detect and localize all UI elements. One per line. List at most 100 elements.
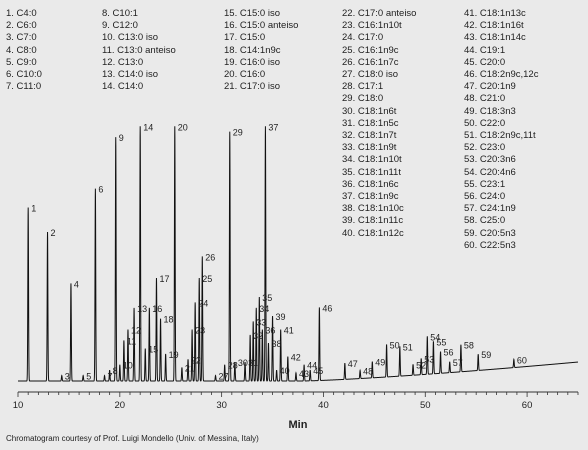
legend-item: 9. C12:0	[102, 20, 138, 32]
legend-item: 1. C4:0	[6, 8, 37, 19]
legend-item: 24. C17:0	[342, 32, 384, 44]
peak-label: 22	[191, 355, 201, 365]
peak-label: 44	[307, 361, 317, 371]
legend-item: 27. C18:0 iso	[342, 69, 398, 80]
x-tick-label: 50	[420, 400, 431, 411]
peak-legend: 1. C4:0 2. C6:0 3. C7:0 4. C8:0 5. C9:0 6. C1…	[6, 8, 539, 251]
legend-item: 59. C20:5n3	[464, 227, 516, 239]
peak-label: 57	[453, 358, 463, 368]
peak-label: 56	[444, 348, 454, 358]
legend-item: 56. C24:0	[464, 191, 506, 202]
legend-item: 15. C15:0 iso	[224, 8, 280, 19]
peak-label: 7	[108, 372, 113, 382]
x-tick-label: 40	[318, 400, 329, 411]
peak-label: 40	[280, 366, 290, 376]
legend-item: 6. C10:0	[6, 69, 42, 80]
peak-label: 41	[284, 326, 294, 336]
peak-label-layer: 1234567891011121314151617181920212223242…	[31, 122, 527, 381]
legend-item: 47. C20:1n9	[464, 81, 516, 93]
peak-label: 35	[262, 293, 272, 303]
peak-label: 51	[403, 342, 413, 352]
legend-item: 30. C18:1n6t	[342, 105, 397, 117]
legend-item: 3. C7:0	[6, 32, 37, 44]
legend-item: 50. C22:0	[464, 117, 506, 129]
peak-label: 1	[31, 204, 36, 214]
peak-label: 32	[253, 331, 263, 341]
peak-label: 18	[164, 315, 174, 325]
legend-item: 19. C16:0 iso	[224, 56, 280, 68]
legend-item: 29. C18:0	[342, 93, 384, 105]
peak-label: 17	[160, 274, 170, 284]
peak-label: 11	[127, 336, 136, 346]
legend-item: 33. C18:1n9t	[342, 142, 397, 154]
peak-label: 36	[265, 326, 275, 336]
legend-item: 49. C18:3n3	[464, 105, 516, 117]
legend-item: 46. C18:2n9c,12c	[464, 69, 539, 80]
legend-item: 18. C14:1n9c	[224, 44, 281, 56]
legend-item: 14. C14:0	[102, 81, 144, 93]
peak-label: 54	[430, 332, 440, 342]
legend-item: 54. C20:4n6	[464, 166, 516, 178]
peak-label: 50	[390, 341, 400, 351]
legend-item: 12. C13:0	[102, 56, 144, 68]
peak-label: 15	[148, 345, 158, 355]
peak-label: 9	[119, 133, 124, 143]
peak-label: 55	[436, 337, 446, 347]
peak-label: 31	[248, 358, 258, 368]
legend-item: 32. C18:1n7t	[342, 130, 397, 141]
legend-item: 42. C18:1n16t	[464, 20, 524, 32]
peak-label: 53	[424, 354, 434, 364]
peak-label: 8	[113, 366, 118, 376]
legend-item: 7. C11:0	[6, 81, 42, 93]
legend-item: 57. C24:1n9	[464, 203, 516, 215]
peak-label: 27	[219, 372, 229, 382]
legend-item: 25. C16:1n9c	[342, 44, 399, 56]
legend-item: 44. C19:1	[464, 44, 506, 56]
legend-item: 22. C17:0 anteiso	[342, 8, 417, 19]
peak-label: 14	[143, 122, 153, 132]
legend-item: 11. C13:0 anteiso	[102, 44, 176, 56]
legend-item: 58. C25:0	[464, 215, 506, 227]
peak-label: 28	[228, 361, 238, 371]
legend-item: 55. C23:1	[464, 178, 506, 190]
x-axis: 10 20 30 40 50 60 Min	[13, 391, 579, 431]
chromatogram-trace	[18, 126, 579, 382]
legend-item: 31. C18:1n5c	[342, 117, 399, 129]
legend-item: 38. C18:1n10c	[342, 203, 404, 215]
peak-label: 46	[322, 303, 332, 313]
legend-item: 10. C13:0 iso	[102, 32, 158, 44]
legend-item: 13. C14:0 iso	[102, 69, 158, 80]
peak-label: 43	[299, 369, 309, 379]
peak-label: 42	[291, 353, 301, 363]
legend-item: 23. C16:1n10t	[342, 20, 402, 32]
x-tick-label: 20	[115, 400, 126, 411]
peak-label: 39	[276, 312, 286, 322]
peak-label: 37	[268, 122, 278, 132]
peak-label: 19	[169, 350, 179, 360]
legend-item: 4. C8:0	[6, 44, 37, 56]
legend-item: 17. C15:0	[224, 32, 266, 44]
credit-text: Chromatogram courtesy of Prof. Luigi Mon…	[6, 434, 259, 443]
x-tick-label: 10	[13, 400, 24, 411]
peak-label: 34	[259, 304, 269, 314]
legend-item: 51. C18:2n9c,11t	[464, 130, 536, 141]
legend-item: 45. C20:0	[464, 56, 506, 68]
legend-item: 35. C18:1n11t	[342, 166, 401, 178]
legend-item: 48. C21:0	[464, 93, 506, 105]
peak-label: 58	[464, 341, 474, 351]
peak-label: 48	[363, 366, 373, 376]
legend-item: 28. C17:1	[342, 81, 384, 93]
peak-label: 21	[185, 363, 195, 373]
legend-item: 43. C18:1n14c	[464, 32, 526, 44]
peak-label: 20	[178, 122, 188, 132]
peak-label: 47	[348, 359, 358, 369]
legend-item: 40. C18:1n12c	[342, 227, 404, 239]
peak-label: 38	[272, 339, 282, 349]
peak-label: 33	[256, 317, 266, 327]
peak-label: 30	[238, 358, 248, 368]
x-axis-label: Min	[289, 419, 308, 431]
peak-label: 52	[416, 360, 426, 370]
x-tick-label: 60	[522, 400, 533, 411]
legend-item: 53. C20:3n6	[464, 154, 516, 166]
